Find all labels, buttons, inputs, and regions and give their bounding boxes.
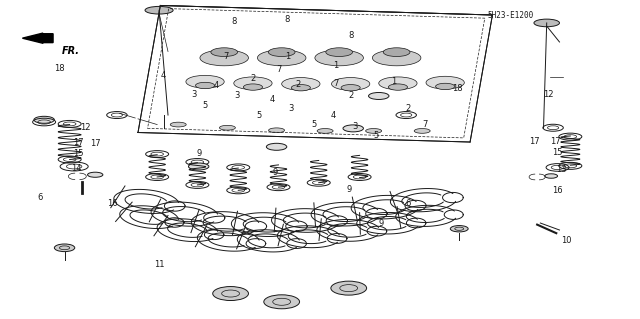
Ellipse shape — [388, 84, 408, 90]
Ellipse shape — [234, 77, 272, 90]
Ellipse shape — [145, 6, 173, 14]
Ellipse shape — [200, 50, 248, 66]
Text: 7: 7 — [333, 79, 339, 88]
Text: 10: 10 — [561, 236, 571, 245]
Text: 9: 9 — [273, 168, 278, 177]
Text: 17: 17 — [550, 137, 561, 145]
Text: 3: 3 — [289, 104, 294, 113]
Ellipse shape — [343, 125, 364, 132]
Ellipse shape — [220, 125, 236, 130]
Ellipse shape — [195, 82, 214, 89]
Ellipse shape — [211, 48, 237, 56]
Text: 7: 7 — [422, 120, 428, 129]
Text: 5H23-E1200: 5H23-E1200 — [487, 11, 533, 20]
Ellipse shape — [326, 48, 353, 56]
Text: 2: 2 — [348, 91, 353, 100]
Text: 17: 17 — [529, 137, 540, 145]
Ellipse shape — [369, 93, 389, 100]
Ellipse shape — [186, 75, 224, 88]
Text: 6: 6 — [406, 199, 411, 208]
Text: 5: 5 — [202, 101, 207, 110]
Ellipse shape — [341, 85, 360, 91]
Text: 9: 9 — [346, 185, 351, 194]
Text: 8: 8 — [284, 15, 289, 24]
Text: 12: 12 — [80, 122, 90, 132]
Ellipse shape — [426, 76, 465, 89]
Text: 1: 1 — [333, 61, 339, 70]
Ellipse shape — [372, 50, 421, 66]
Text: 3: 3 — [234, 92, 239, 100]
Text: 2: 2 — [406, 104, 411, 113]
Ellipse shape — [317, 129, 333, 133]
Text: 16: 16 — [552, 186, 563, 195]
Ellipse shape — [383, 48, 410, 56]
Text: 17: 17 — [90, 139, 100, 148]
Ellipse shape — [331, 281, 367, 295]
Ellipse shape — [88, 172, 103, 177]
Text: 5: 5 — [374, 131, 379, 140]
Text: 2: 2 — [295, 80, 300, 89]
Text: 17: 17 — [74, 137, 84, 146]
Text: 3: 3 — [353, 122, 358, 131]
Ellipse shape — [291, 85, 310, 91]
Text: 9: 9 — [196, 149, 202, 158]
Text: 14: 14 — [71, 164, 81, 173]
Ellipse shape — [268, 48, 295, 56]
Text: 8: 8 — [232, 17, 237, 26]
Text: 3: 3 — [191, 90, 196, 99]
Text: 1: 1 — [285, 52, 291, 61]
Text: 4: 4 — [214, 81, 219, 90]
Ellipse shape — [365, 129, 381, 133]
Text: 4: 4 — [269, 95, 275, 104]
Ellipse shape — [282, 78, 320, 90]
Text: 12: 12 — [543, 90, 554, 99]
Text: 13: 13 — [556, 165, 566, 174]
Text: 15: 15 — [552, 148, 563, 157]
Text: 7: 7 — [223, 52, 228, 61]
Text: 6: 6 — [38, 193, 43, 202]
Ellipse shape — [170, 122, 186, 127]
Ellipse shape — [451, 226, 468, 232]
Ellipse shape — [34, 116, 54, 123]
Text: 2: 2 — [250, 74, 255, 83]
Text: 5: 5 — [311, 120, 316, 129]
Text: 7: 7 — [276, 65, 281, 74]
Text: 1: 1 — [391, 77, 396, 86]
Ellipse shape — [54, 244, 75, 252]
Text: 15: 15 — [74, 149, 84, 158]
Text: 18: 18 — [452, 85, 463, 93]
Text: 4: 4 — [161, 71, 166, 80]
Ellipse shape — [545, 174, 557, 178]
FancyArrow shape — [22, 33, 53, 43]
Text: 9: 9 — [378, 219, 383, 227]
Ellipse shape — [243, 84, 262, 90]
Text: 18: 18 — [54, 64, 65, 73]
Ellipse shape — [315, 50, 364, 66]
Text: 8: 8 — [348, 31, 353, 40]
Ellipse shape — [257, 50, 306, 66]
Ellipse shape — [436, 83, 455, 90]
Ellipse shape — [188, 163, 209, 170]
Text: FR.: FR. — [61, 46, 79, 56]
Ellipse shape — [264, 295, 300, 309]
Text: 5: 5 — [257, 111, 262, 120]
Ellipse shape — [332, 78, 370, 90]
Ellipse shape — [212, 286, 248, 300]
Text: 11: 11 — [154, 260, 164, 270]
Ellipse shape — [266, 143, 287, 150]
Text: 16: 16 — [107, 199, 118, 208]
Ellipse shape — [414, 129, 430, 133]
Text: 4: 4 — [330, 111, 335, 120]
Ellipse shape — [269, 128, 285, 133]
Ellipse shape — [379, 77, 417, 90]
Ellipse shape — [534, 19, 559, 27]
